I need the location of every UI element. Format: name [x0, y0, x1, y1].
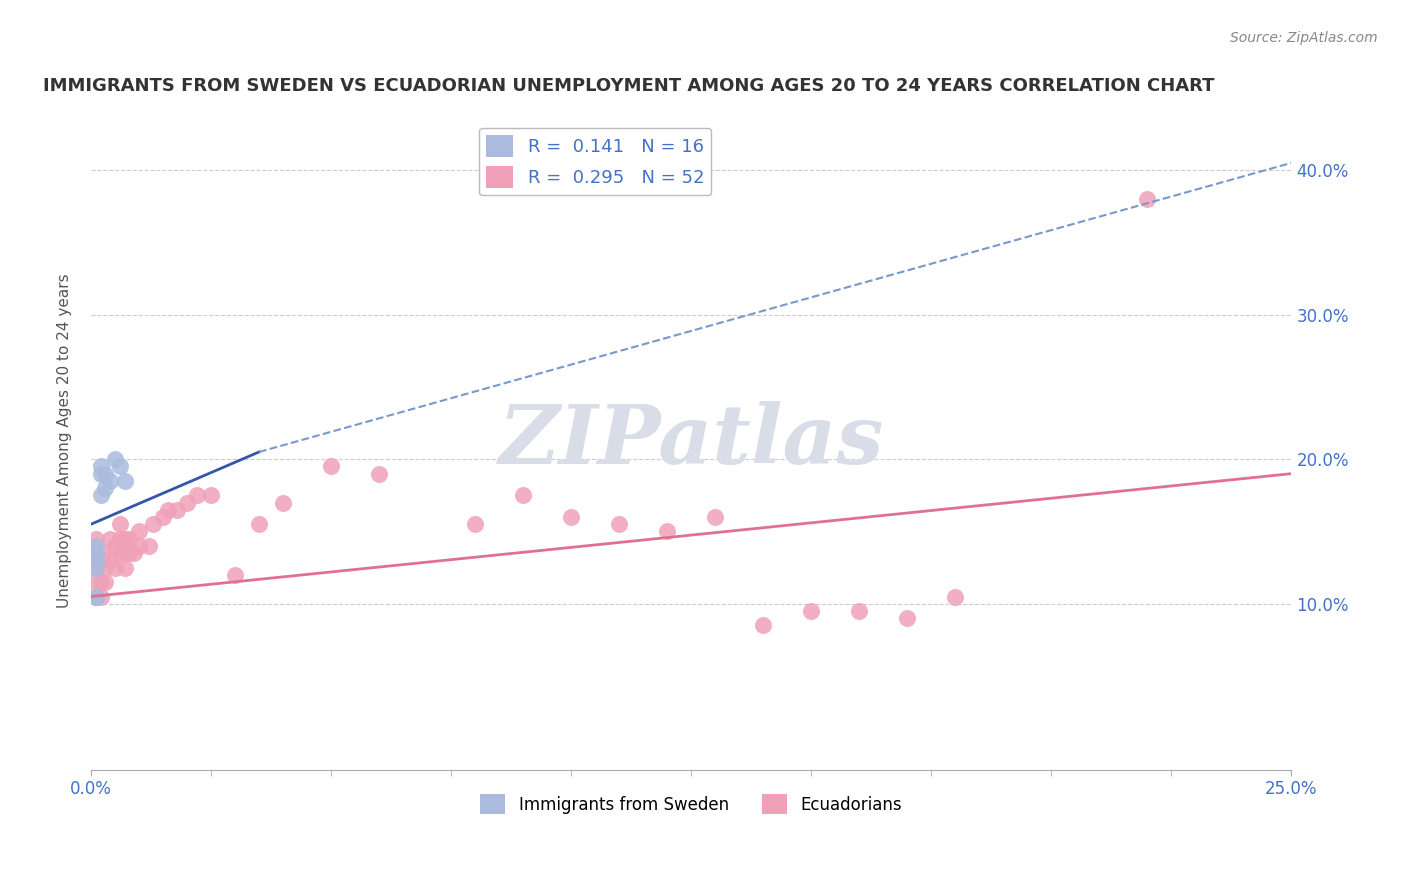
- Point: [104, 452, 127, 467]
- Point: [104, 560, 127, 574]
- Point: [156, 503, 179, 517]
- Point: [848, 604, 870, 618]
- Point: [108, 459, 131, 474]
- Point: [224, 567, 246, 582]
- Point: [152, 510, 174, 524]
- Point: [84, 560, 107, 574]
- Point: [1136, 192, 1159, 206]
- Point: [98, 553, 121, 567]
- Point: [142, 517, 165, 532]
- Point: [943, 590, 966, 604]
- Point: [98, 474, 121, 488]
- Point: [118, 532, 141, 546]
- Point: [166, 503, 188, 517]
- Point: [657, 524, 679, 539]
- Point: [752, 618, 775, 632]
- Point: [176, 495, 198, 509]
- Point: [94, 560, 117, 574]
- Point: [108, 546, 131, 560]
- Point: [84, 590, 107, 604]
- Point: [90, 575, 112, 590]
- Point: [186, 488, 208, 502]
- Point: [84, 575, 107, 590]
- Point: [128, 539, 150, 553]
- Point: [84, 553, 107, 567]
- Legend: Immigrants from Sweden, Ecuadorians: Immigrants from Sweden, Ecuadorians: [474, 788, 908, 821]
- Point: [607, 517, 630, 532]
- Point: [94, 467, 117, 481]
- Point: [84, 560, 107, 574]
- Point: [114, 546, 136, 560]
- Point: [94, 575, 117, 590]
- Point: [90, 467, 112, 481]
- Point: [94, 546, 117, 560]
- Point: [560, 510, 582, 524]
- Point: [90, 553, 112, 567]
- Point: [84, 590, 107, 604]
- Point: [84, 590, 107, 604]
- Point: [512, 488, 534, 502]
- Point: [118, 546, 141, 560]
- Point: [84, 546, 107, 560]
- Point: [138, 539, 160, 553]
- Point: [368, 467, 391, 481]
- Point: [104, 539, 127, 553]
- Point: [90, 590, 112, 604]
- Point: [114, 532, 136, 546]
- Point: [247, 517, 270, 532]
- Point: [704, 510, 727, 524]
- Point: [464, 517, 486, 532]
- Point: [800, 604, 823, 618]
- Y-axis label: Unemployment Among Ages 20 to 24 years: Unemployment Among Ages 20 to 24 years: [58, 274, 72, 608]
- Point: [319, 459, 342, 474]
- Point: [128, 524, 150, 539]
- Point: [108, 532, 131, 546]
- Point: [114, 560, 136, 574]
- Point: [84, 590, 107, 604]
- Point: [84, 532, 107, 546]
- Point: [84, 546, 107, 560]
- Point: [94, 481, 117, 495]
- Point: [108, 517, 131, 532]
- Point: [90, 488, 112, 502]
- Text: IMMIGRANTS FROM SWEDEN VS ECUADORIAN UNEMPLOYMENT AMONG AGES 20 TO 24 YEARS CORR: IMMIGRANTS FROM SWEDEN VS ECUADORIAN UNE…: [44, 78, 1215, 95]
- Text: ZIPatlas: ZIPatlas: [499, 401, 884, 481]
- Point: [896, 611, 918, 625]
- Point: [84, 553, 107, 567]
- Point: [84, 539, 107, 553]
- Point: [98, 532, 121, 546]
- Point: [200, 488, 222, 502]
- Point: [90, 459, 112, 474]
- Point: [122, 546, 145, 560]
- Point: [271, 495, 294, 509]
- Text: Source: ZipAtlas.com: Source: ZipAtlas.com: [1230, 31, 1378, 45]
- Point: [114, 474, 136, 488]
